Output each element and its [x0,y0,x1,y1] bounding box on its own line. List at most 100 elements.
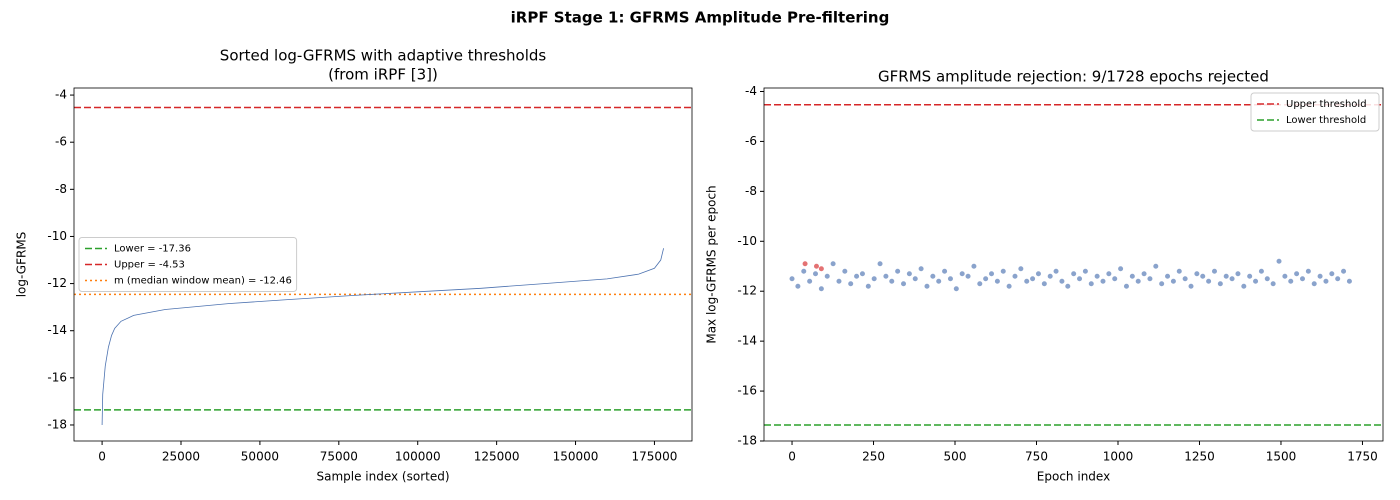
data-point [1176,268,1182,274]
data-point [1223,273,1229,279]
data-point [1335,276,1341,282]
x-tick-label: 100000 [395,450,441,464]
data-point [813,271,819,277]
data-point [989,271,995,277]
x-tick-label: 250 [862,450,885,464]
data-point [1200,273,1206,279]
data-point [947,276,953,282]
legend-label: Upper threshold [1286,99,1367,110]
data-point [1106,271,1112,277]
data-point [1024,278,1030,284]
data-point [942,268,948,274]
data-point [1065,283,1071,289]
legend-label: Lower threshold [1286,115,1366,126]
chart-title: GFRMS amplitude rejection: 9/1728 epochs… [878,68,1269,86]
y-tick-label: -16 [737,384,757,398]
data-point [1088,281,1094,287]
data-point [877,261,883,267]
y-tick-label: -18 [47,417,67,431]
y-axis-label: log-GFRMS [15,232,29,298]
x-tick-label: 125000 [474,450,520,464]
y-tick-label: -8 [745,184,757,198]
data-point [865,283,871,289]
chart-title: (from iRPF [3]) [328,66,438,84]
data-point [1012,273,1018,279]
data-point [994,278,1000,284]
x-tick-label: 25000 [162,450,200,464]
data-point [795,283,801,289]
data-point [789,276,795,282]
data-point [1112,276,1118,282]
data-point [1329,271,1335,277]
y-tick-label: -6 [745,134,757,148]
x-tick-label: 1750 [1347,450,1378,464]
data-point [801,268,807,274]
data-point [1094,273,1100,279]
data-point [1165,273,1171,279]
legend-label: Lower = -17.36 [114,244,191,255]
data-point [901,281,907,287]
plot-frame [763,87,1384,442]
data-point [1182,276,1188,282]
y-axis-label: Max log-GFRMS per epoch [705,185,719,343]
data-point [1323,278,1329,284]
data-point [959,271,965,277]
figure-title: iRPF Stage 1: GFRMS Amplitude Pre-filter… [511,9,890,27]
x-tick-label: 175000 [632,450,678,464]
data-line [101,248,664,425]
data-point [1188,283,1194,289]
data-point [830,261,836,267]
data-point [1299,276,1305,282]
data-point [953,286,959,292]
data-point [930,273,936,279]
data-point [1047,273,1053,279]
data-point [854,273,860,279]
data-point [842,268,848,274]
data-point [802,261,808,267]
chart-title: Sorted log-GFRMS with adaptive threshold… [220,47,547,65]
data-point [848,281,854,287]
data-point [965,273,971,279]
data-point [1082,268,1088,274]
data-point [818,286,824,292]
y-tick-label: -14 [47,323,67,337]
data-point [1129,273,1135,279]
y-tick-label: -10 [737,234,757,248]
data-point [1211,268,1217,274]
data-point [1258,268,1264,274]
data-point [1035,271,1041,277]
x-tick-label: 750 [1025,450,1048,464]
data-point [883,273,889,279]
data-point [1041,281,1047,287]
y-tick-label: -12 [737,284,757,298]
data-point [1217,281,1223,287]
x-tick-label: 0 [98,450,106,464]
y-tick-label: -10 [47,229,67,243]
data-point [918,266,924,272]
data-point [936,278,942,284]
data-point [1077,276,1083,282]
x-axis-label: Sample index (sorted) [316,470,449,484]
data-point [1170,278,1176,284]
legend-label: Upper = -4.53 [114,260,185,271]
data-point [859,271,865,277]
data-point [813,263,819,269]
data-point [1194,271,1200,277]
data-point [1317,273,1323,279]
data-point [983,276,989,282]
x-tick-label: 1000 [1103,450,1134,464]
data-point [1018,266,1024,272]
y-tick-label: -18 [737,434,757,448]
data-point [1000,268,1006,274]
data-point [1341,268,1347,274]
data-point [906,271,912,277]
data-point [1276,258,1282,264]
data-point [977,281,983,287]
y-tick-label: -8 [55,182,67,196]
data-point [807,278,813,284]
data-point [1059,278,1065,284]
y-tick-label: -12 [47,276,67,290]
data-point [1229,276,1235,282]
data-point [1264,276,1270,282]
data-point [1030,276,1036,282]
